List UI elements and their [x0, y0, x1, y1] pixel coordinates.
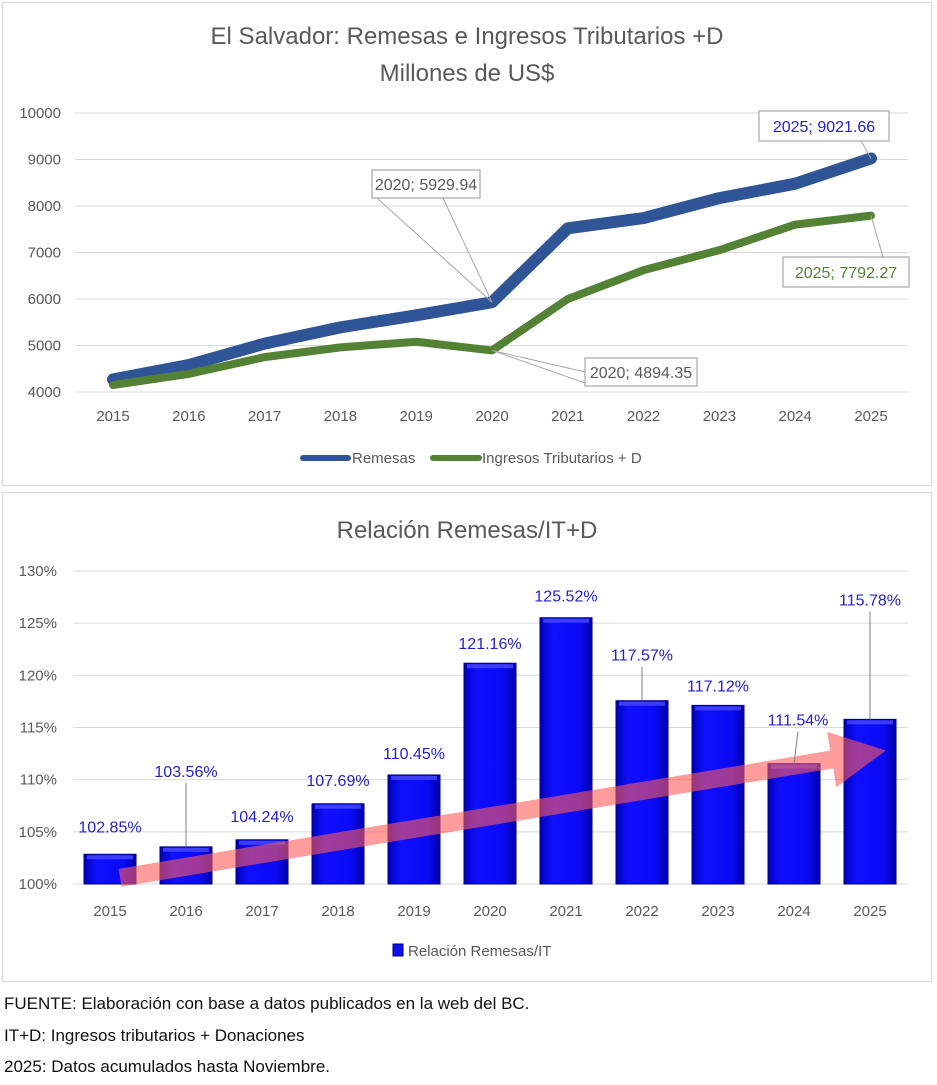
legend-label: Relación Remesas/IT: [408, 943, 551, 960]
y-tick-label: 8000: [28, 198, 61, 215]
bar-bevel: [695, 706, 741, 711]
callout-leader: [491, 349, 586, 384]
callout-leader: [442, 197, 493, 303]
bar-bevel: [87, 855, 133, 860]
x-tick-label: 2016: [169, 903, 202, 920]
bar-chart: Relación Remesas/IT+D 100% 105% 110% 115% 120…: [19, 517, 908, 960]
x-tick-label: 2024: [779, 408, 812, 425]
data-label-leader: [793, 731, 799, 764]
x-tick-label: 2021: [551, 408, 584, 425]
x-tick-label: 2025: [853, 903, 886, 920]
callout-label: 2020; 4894.35: [590, 365, 692, 382]
y-tick-label: 6000: [28, 291, 61, 308]
bar-chart-panel: Relación Remesas/IT+D 100% 105% 110% 115% 120…: [2, 492, 932, 982]
legend-label-ingresos: Ingresos Tributarios + D: [482, 450, 642, 467]
footer-note-2025: 2025: Datos acumulados hasta Noviembre.: [4, 1057, 331, 1076]
x-tick-label: 2023: [701, 903, 734, 920]
data-label: 107.69%: [306, 773, 369, 790]
x-tick-label: 2018: [321, 903, 354, 920]
chart-subtitle: Millones de US$: [380, 60, 555, 87]
y-tick-label: 130%: [19, 563, 57, 580]
bar: [539, 617, 593, 885]
x-tick-label: 2015: [96, 408, 129, 425]
line-chart-panel: El Salvador: Remesas e Ingresos Tributar…: [2, 2, 932, 486]
callout-leader: [376, 197, 493, 303]
bar: [691, 704, 745, 885]
bar-bevel: [163, 847, 209, 852]
callout-leader: [860, 140, 872, 159]
x-tick-label: 2020: [473, 903, 506, 920]
x-tick-label: 2023: [703, 408, 736, 425]
bar-bevel: [543, 618, 589, 623]
data-label: 104.24%: [230, 809, 293, 826]
x-tick-label: 2025: [854, 408, 887, 425]
data-label: 115.78%: [839, 592, 901, 609]
bar-bevel: [619, 701, 665, 706]
callout-leader: [491, 349, 586, 373]
bar-bevel: [847, 720, 893, 725]
bar-bevel: [467, 664, 513, 669]
data-label: 125.52%: [534, 589, 597, 606]
x-tick-label: 2018: [324, 408, 357, 425]
x-tick-label: 2024: [777, 903, 810, 920]
footer-note-itd: IT+D: Ingresos tributarios + Donaciones: [4, 1026, 305, 1045]
callout-box: [782, 256, 910, 288]
data-label: 117.57%: [611, 648, 673, 665]
data-label: 110.45%: [383, 746, 445, 763]
footer-source: FUENTE: Elaboración con base a datos pub…: [4, 994, 530, 1013]
callout-leader: [870, 215, 884, 258]
data-label: 111.54%: [768, 713, 829, 730]
y-tick-label: 5000: [28, 338, 61, 355]
y-tick-label: 115%: [20, 720, 57, 737]
y-tick-label: 120%: [19, 667, 57, 684]
data-label: 102.85%: [78, 819, 141, 836]
y-tick-label: 9000: [28, 152, 61, 169]
x-tick-label: 2019: [397, 903, 430, 920]
y-tick-label: 4000: [28, 384, 61, 401]
legend-label-remesas: Remesas: [352, 450, 415, 467]
data-label: 121.16%: [458, 636, 521, 653]
chart-title: Relación Remesas/IT+D: [337, 517, 598, 544]
bar-bevel: [239, 840, 285, 845]
chart-title: El Salvador: Remesas e Ingresos Tributar…: [211, 23, 724, 50]
bar-bevel: [315, 804, 361, 809]
x-tick-label: 2019: [400, 408, 433, 425]
y-tick-label: 10000: [19, 105, 61, 122]
y-tick-label: 7000: [28, 245, 61, 262]
y-tick-label: 105%: [19, 824, 57, 841]
callout-label: 2020; 5929.94: [375, 177, 477, 194]
y-tick-label: 125%: [19, 615, 57, 632]
callout-label: 2025; 9021.66: [773, 119, 875, 136]
bar: [767, 763, 821, 885]
x-tick-label: 2022: [625, 903, 658, 920]
x-tick-label: 2015: [93, 903, 126, 920]
x-tick-label: 2021: [549, 903, 582, 920]
callout-box: [758, 110, 890, 142]
x-tick-label: 2016: [172, 408, 205, 425]
x-tick-label: 2020: [475, 408, 508, 425]
x-tick-label: 2017: [248, 408, 281, 425]
trend-arrow: [118, 731, 887, 887]
legend-swatch: [392, 943, 404, 957]
x-tick-label: 2017: [245, 903, 278, 920]
bar: [463, 662, 517, 885]
trend-arrow-shape: [118, 731, 887, 887]
y-tick-label: 110%: [20, 772, 57, 789]
callout-box: [371, 169, 481, 199]
line-chart: El Salvador: Remesas e Ingresos Tributar…: [19, 23, 910, 467]
y-tick-label: 100%: [19, 876, 57, 893]
x-tick-label: 2022: [627, 408, 660, 425]
callout-box: [584, 357, 698, 387]
data-label: 117.12%: [687, 678, 749, 695]
data-label: 103.56%: [154, 764, 217, 781]
bar-bevel: [391, 775, 437, 780]
callout-label: 2025; 7792.27: [795, 265, 897, 282]
